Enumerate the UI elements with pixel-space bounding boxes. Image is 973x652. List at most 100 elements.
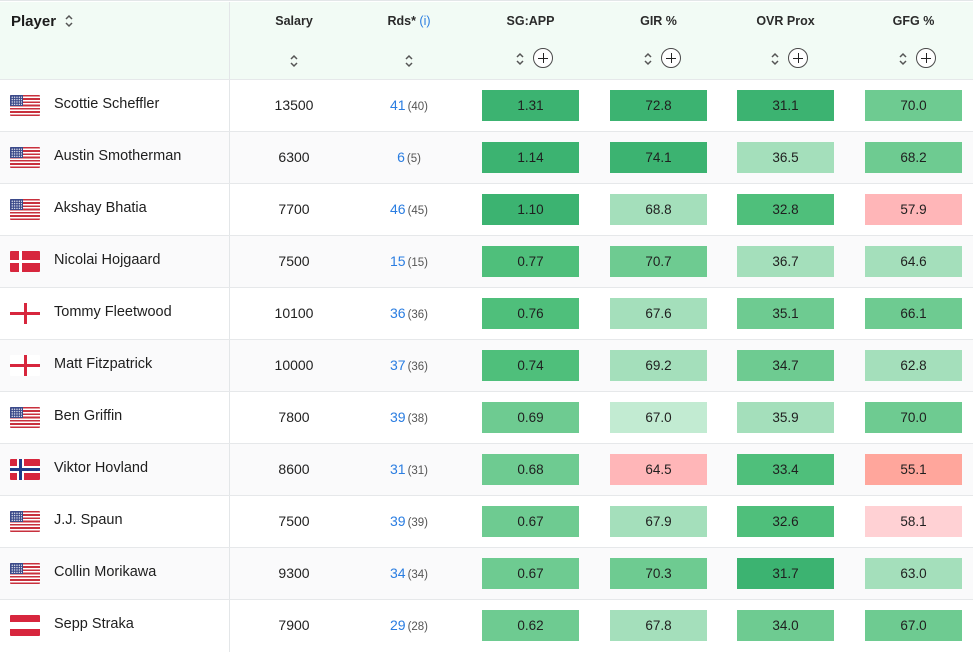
player-cell[interactable]: Tommy Fleetwood [0,288,230,340]
player-cell[interactable]: Collin Morikawa [0,548,230,600]
rounds-link[interactable]: 31 [389,461,406,477]
table-row[interactable]: Matt Fitzpatrick 10000 37 (36) 0.74 69.2 34.7 6… [0,339,973,392]
rounds-link[interactable]: 6 [397,149,405,165]
rounds-link[interactable]: 39 [389,409,406,425]
gir-column-header[interactable]: GIR % [610,2,707,79]
us-flag-icon [10,147,40,168]
rounds-sub-value: (39) [407,517,429,529]
rds-header-label: Rds* (i) [358,14,460,28]
salary-value: 7500 [278,253,310,269]
rds-column-header[interactable]: Rds* (i) [358,2,460,79]
rounds-link[interactable]: 39 [389,513,406,529]
salary-value: 7900 [278,617,310,633]
table-row[interactable]: Sepp Straka 7900 29 (28) 0.62 67.8 34.0 67.0 [0,599,973,652]
player-name[interactable]: Viktor Hovland [54,460,149,476]
table-row[interactable]: Viktor Hovland 8600 31 (31) 0.68 64.5 33.4 55.1 [0,443,973,496]
gfg-value: 58.1 [865,506,962,537]
gir-value: 67.6 [610,298,707,329]
gfg-column-header[interactable]: GFG % [865,2,962,79]
add-column-plus-icon[interactable] [916,48,936,68]
player-name[interactable]: Sepp Straka [54,616,134,632]
table-row[interactable]: Scottie Scheffler 13500 41 (40) 1.31 72.8 31.1… [0,79,973,132]
player-cell[interactable]: Ben Griffin [0,392,230,444]
sgapp-value: 0.74 [482,350,579,381]
rounds-link[interactable]: 37 [389,357,406,373]
sort-icon[interactable] [898,52,908,66]
rounds-sub-value: (40) [407,101,429,113]
sgapp-column-header[interactable]: SG:APP [482,2,579,79]
table-row[interactable]: Tommy Fleetwood 10100 36 (36) 0.76 67.6 35.1 66… [0,287,973,340]
gfg-value: 68.2 [865,142,962,173]
ovr-prox-value: 34.7 [737,350,834,381]
sgapp-value: 1.31 [482,90,579,121]
sort-icon[interactable] [289,54,299,68]
sgapp-value: 0.77 [482,246,579,277]
us-flag-icon [10,199,40,220]
rounds-cell: 6 (5) [358,149,460,165]
rounds-link[interactable]: 46 [389,201,406,217]
table-row[interactable]: Nicolai Hojgaard 7500 15 (15) 0.77 70.7 36.7 64… [0,235,973,288]
table-row[interactable]: Austin Smotherman 6300 6 (5) 1.14 74.1 36.5 68.… [0,131,973,184]
gfg-value: 70.0 [865,90,962,121]
rounds-cell: 46 (45) [358,201,460,217]
rounds-link[interactable]: 41 [389,97,406,113]
add-column-plus-icon[interactable] [533,48,553,68]
salary-value: 7800 [278,409,310,425]
player-cell[interactable]: Nicolai Hojgaard [0,236,230,288]
add-column-plus-icon[interactable] [788,48,808,68]
salary-column-header[interactable]: Salary [230,2,358,79]
rounds-link[interactable]: 36 [389,305,406,321]
player-name[interactable]: Ben Griffin [54,408,123,424]
player-name[interactable]: Nicolai Hojgaard [54,252,161,268]
rounds-sub-value: (45) [407,205,429,217]
player-cell[interactable]: Viktor Hovland [0,444,230,496]
sgapp-value: 1.10 [482,194,579,225]
sort-icon[interactable] [515,52,525,66]
sort-icon[interactable] [643,52,653,66]
gfg-value: 63.0 [865,558,962,589]
player-cell[interactable]: J.J. Spaun [0,496,230,548]
player-name[interactable]: Collin Morikawa [54,564,157,580]
table-row[interactable]: J.J. Spaun 7500 39 (39) 0.67 67.9 32.6 58.1 [0,495,973,548]
player-cell[interactable]: Austin Smotherman [0,132,230,184]
player-name[interactable]: Tommy Fleetwood [54,304,172,320]
player-column-header[interactable]: Player [0,2,230,79]
sgapp-value: 0.67 [482,506,579,537]
player-cell[interactable]: Scottie Scheffler [0,80,230,132]
table-row[interactable]: Akshay Bhatia 7700 46 (45) 1.10 68.8 32.8 57.9 [0,183,973,236]
sort-icon[interactable] [770,52,780,66]
player-name[interactable]: Matt Fitzpatrick [54,356,153,372]
info-icon[interactable]: (i) [419,14,431,28]
table-row[interactable]: Collin Morikawa 9300 34 (34) 0.67 70.3 31.7 63.… [0,547,973,600]
sgapp-value: 0.62 [482,610,579,641]
player-cell[interactable]: Matt Fitzpatrick [0,340,230,392]
gir-header-label: GIR % [640,14,677,28]
table-row[interactable]: Ben Griffin 7800 39 (38) 0.69 67.0 35.9 70.0 [0,391,973,444]
player-cell[interactable]: Akshay Bhatia [0,184,230,236]
player-name[interactable]: J.J. Spaun [54,512,123,528]
us-flag-icon [10,511,40,532]
sort-icon[interactable] [64,14,74,28]
ovr-prox-value: 34.0 [737,610,834,641]
ovr-prox-value: 35.1 [737,298,834,329]
sort-icon[interactable] [404,54,414,68]
player-cell[interactable]: Sepp Straka [0,600,230,652]
rounds-link[interactable]: 15 [389,253,406,269]
gir-value: 67.0 [610,402,707,433]
player-name[interactable]: Akshay Bhatia [54,200,147,216]
ovr-prox-value: 36.5 [737,142,834,173]
rounds-link[interactable]: 34 [389,565,406,581]
salary-header-label: Salary [275,14,313,28]
rounds-sub-value: (36) [407,361,429,373]
player-name[interactable]: Scottie Scheffler [54,96,160,112]
rounds-link[interactable]: 29 [389,617,406,633]
ovr-prox-column-header[interactable]: OVR Prox [737,2,834,79]
rounds-cell: 41 (40) [358,97,460,113]
austria-flag-icon [10,615,40,636]
add-column-plus-icon[interactable] [661,48,681,68]
gfg-value: 64.6 [865,246,962,277]
player-name[interactable]: Austin Smotherman [54,148,182,164]
sgapp-value: 1.14 [482,142,579,173]
rds-header-text: Rds* [387,14,416,28]
sgapp-value: 0.76 [482,298,579,329]
